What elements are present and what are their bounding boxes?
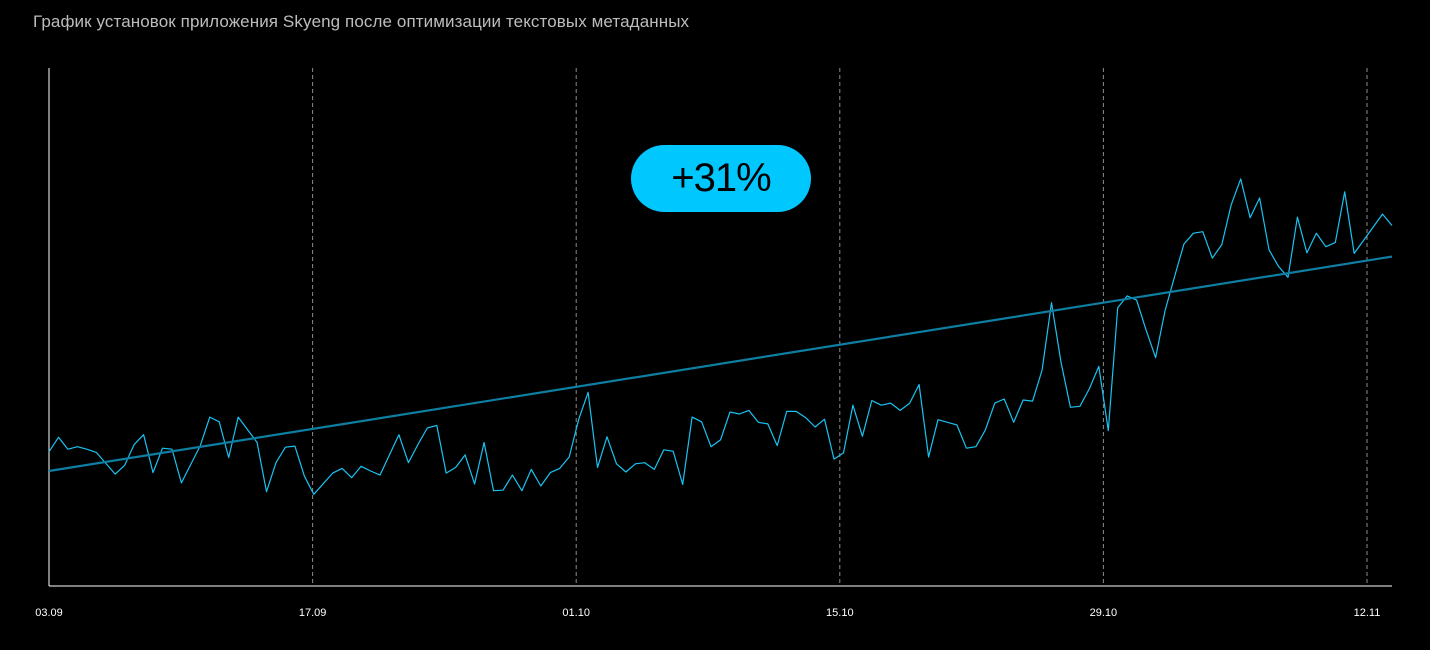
x-tick-labels: 03.09 17.09 01.10 15.10 29.10 12.11: [35, 607, 1380, 619]
series-group: [48, 178, 1393, 495]
x-tick-label: 03.09: [35, 607, 63, 619]
chart-title: График установок приложения Skyeng после…: [33, 12, 690, 31]
x-tick-label: 01.10: [562, 607, 590, 619]
x-tick-label: 29.10: [1090, 607, 1118, 619]
axes: [48, 68, 1392, 587]
growth-badge: +31%: [631, 145, 811, 212]
x-tick-label: 12.11: [1354, 607, 1381, 619]
installs-line: [48, 178, 1393, 495]
trend-line: [48, 255, 1393, 473]
x-tick-label: 17.09: [299, 607, 327, 619]
grid-lines: [312, 68, 1368, 586]
x-tick-label: 15.10: [826, 607, 854, 619]
